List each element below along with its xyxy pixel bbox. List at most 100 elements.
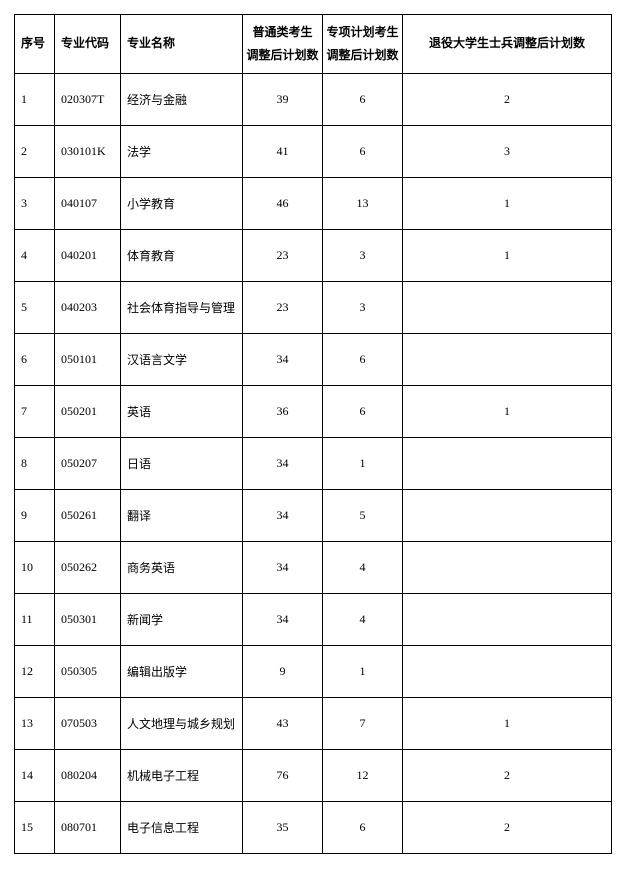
cell-name: 汉语言文学 [121, 333, 243, 385]
cell-code: 080204 [55, 749, 121, 801]
cell-name: 法学 [121, 125, 243, 177]
cell-general: 43 [243, 697, 323, 749]
cell-seq: 12 [15, 645, 55, 697]
header-special-l2: 调整后计划数 [326, 48, 398, 62]
table-row: 11050301新闻学344 [15, 593, 612, 645]
cell-special: 6 [323, 125, 403, 177]
cell-name: 机械电子工程 [121, 749, 243, 801]
table-row: 3040107小学教育46131 [15, 177, 612, 229]
cell-special: 4 [323, 541, 403, 593]
cell-seq: 9 [15, 489, 55, 541]
cell-special: 1 [323, 645, 403, 697]
cell-code: 050201 [55, 385, 121, 437]
table-row: 1020307T经济与金融3962 [15, 73, 612, 125]
header-general-l1: 普通类考生 [252, 25, 312, 39]
cell-veteran [403, 489, 612, 541]
cell-veteran [403, 593, 612, 645]
cell-name: 日语 [121, 437, 243, 489]
table-row: 14080204机械电子工程76122 [15, 749, 612, 801]
cell-special: 13 [323, 177, 403, 229]
cell-general: 23 [243, 281, 323, 333]
cell-special: 1 [323, 437, 403, 489]
cell-code: 050207 [55, 437, 121, 489]
cell-name: 编辑出版学 [121, 645, 243, 697]
cell-veteran [403, 281, 612, 333]
cell-name: 小学教育 [121, 177, 243, 229]
header-general-l2: 调整后计划数 [246, 48, 318, 62]
cell-code: 050305 [55, 645, 121, 697]
cell-code: 030101K [55, 125, 121, 177]
cell-general: 41 [243, 125, 323, 177]
cell-code: 050262 [55, 541, 121, 593]
cell-veteran: 3 [403, 125, 612, 177]
header-name: 专业名称 [121, 15, 243, 74]
cell-veteran [403, 437, 612, 489]
cell-seq: 11 [15, 593, 55, 645]
cell-special: 3 [323, 229, 403, 281]
table-row: 8050207日语341 [15, 437, 612, 489]
cell-seq: 2 [15, 125, 55, 177]
cell-name: 翻译 [121, 489, 243, 541]
cell-veteran [403, 541, 612, 593]
cell-seq: 15 [15, 801, 55, 853]
plan-table: 序号 专业代码 专业名称 普通类考生 调整后计划数 专项计划考生 调整后计划数 … [14, 14, 612, 854]
header-code: 专业代码 [55, 15, 121, 74]
cell-code: 040107 [55, 177, 121, 229]
cell-general: 23 [243, 229, 323, 281]
cell-special: 3 [323, 281, 403, 333]
table-row: 9050261翻译345 [15, 489, 612, 541]
cell-seq: 3 [15, 177, 55, 229]
cell-seq: 5 [15, 281, 55, 333]
table-row: 7050201英语3661 [15, 385, 612, 437]
header-general: 普通类考生 调整后计划数 [243, 15, 323, 74]
table-row: 5040203社会体育指导与管理233 [15, 281, 612, 333]
header-seq: 序号 [15, 15, 55, 74]
cell-general: 34 [243, 333, 323, 385]
cell-veteran: 1 [403, 697, 612, 749]
cell-name: 电子信息工程 [121, 801, 243, 853]
cell-special: 12 [323, 749, 403, 801]
cell-veteran: 2 [403, 749, 612, 801]
cell-name: 英语 [121, 385, 243, 437]
cell-general: 46 [243, 177, 323, 229]
header-special-l1: 专项计划考生 [326, 25, 398, 39]
cell-name: 社会体育指导与管理 [121, 281, 243, 333]
table-row: 6050101汉语言文学346 [15, 333, 612, 385]
cell-general: 34 [243, 593, 323, 645]
cell-special: 5 [323, 489, 403, 541]
cell-general: 35 [243, 801, 323, 853]
cell-code: 080701 [55, 801, 121, 853]
cell-veteran [403, 645, 612, 697]
cell-seq: 10 [15, 541, 55, 593]
header-special: 专项计划考生 调整后计划数 [323, 15, 403, 74]
cell-general: 36 [243, 385, 323, 437]
cell-veteran: 1 [403, 385, 612, 437]
cell-special: 6 [323, 801, 403, 853]
table-body: 1020307T经济与金融39622030101K法学41633040107小学… [15, 73, 612, 853]
cell-veteran: 1 [403, 229, 612, 281]
cell-seq: 13 [15, 697, 55, 749]
header-row: 序号 专业代码 专业名称 普通类考生 调整后计划数 专项计划考生 调整后计划数 … [15, 15, 612, 74]
header-veteran: 退役大学生士兵调整后计划数 [403, 15, 612, 74]
cell-special: 7 [323, 697, 403, 749]
cell-general: 9 [243, 645, 323, 697]
cell-special: 6 [323, 73, 403, 125]
cell-general: 39 [243, 73, 323, 125]
table-row: 12050305编辑出版学91 [15, 645, 612, 697]
cell-code: 020307T [55, 73, 121, 125]
table-row: 10050262商务英语344 [15, 541, 612, 593]
cell-code: 050261 [55, 489, 121, 541]
cell-code: 050301 [55, 593, 121, 645]
cell-seq: 14 [15, 749, 55, 801]
cell-seq: 4 [15, 229, 55, 281]
cell-veteran: 1 [403, 177, 612, 229]
cell-seq: 7 [15, 385, 55, 437]
cell-name: 人文地理与城乡规划 [121, 697, 243, 749]
cell-code: 040203 [55, 281, 121, 333]
cell-seq: 8 [15, 437, 55, 489]
table-row: 2030101K法学4163 [15, 125, 612, 177]
cell-seq: 1 [15, 73, 55, 125]
cell-code: 040201 [55, 229, 121, 281]
cell-name: 新闻学 [121, 593, 243, 645]
cell-name: 商务英语 [121, 541, 243, 593]
